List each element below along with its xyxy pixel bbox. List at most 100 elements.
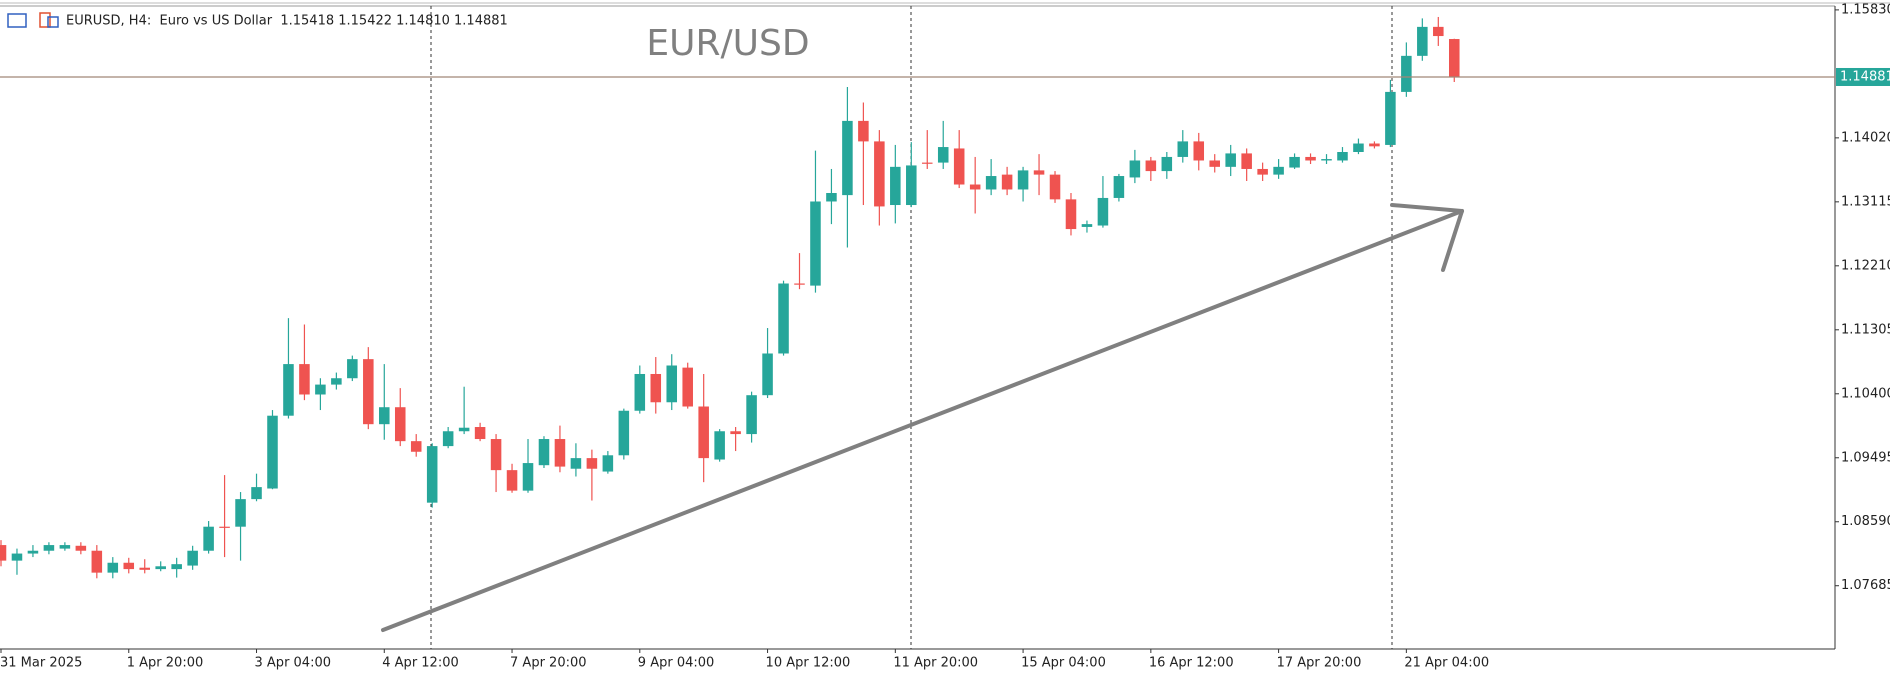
body: [1017, 170, 1029, 190]
body: [586, 458, 598, 469]
arrow-shaft: [381, 209, 1464, 632]
x-tick-label: 16 Apr 12:00: [1149, 656, 1234, 671]
trend-arrow: [381, 203, 1464, 632]
body: [1448, 39, 1460, 77]
body: [1241, 153, 1252, 169]
body: [1273, 166, 1284, 175]
y-tick-label: 1.10400: [1841, 386, 1890, 401]
body: [746, 395, 757, 435]
y-tick-label: 1.08590: [1841, 514, 1890, 529]
arrow-head: [1390, 203, 1464, 213]
y-tick-label: 1.13115: [1841, 194, 1890, 209]
body: [1113, 176, 1125, 198]
body: [123, 562, 135, 570]
body: [1433, 26, 1444, 37]
body: [251, 487, 262, 500]
body: [969, 184, 981, 190]
body: [426, 446, 438, 503]
body: [810, 201, 821, 286]
icons: [7, 12, 59, 28]
x-tick-label: 9 Apr 04:00: [638, 656, 715, 671]
body: [826, 193, 837, 202]
y-tick-label: 1.11305: [1841, 322, 1890, 337]
body: [985, 176, 997, 190]
y-tick-label: 1.07685: [1841, 578, 1890, 593]
x-tick-label: 7 Apr 20:00: [510, 656, 587, 671]
header: EURUSD, H4: Euro vs US Dollar 1.15418 1.…: [66, 14, 508, 29]
body: [1417, 26, 1428, 56]
body: [283, 364, 294, 416]
body: [1401, 55, 1412, 92]
body: [1369, 143, 1380, 147]
body: [219, 526, 230, 528]
body: [921, 162, 933, 164]
body: [650, 373, 662, 403]
body: [1209, 160, 1220, 167]
body: [890, 166, 901, 206]
body: [618, 410, 630, 456]
candles: [0, 16, 1460, 579]
body: [698, 406, 709, 459]
body: [75, 545, 87, 551]
body: [0, 545, 7, 561]
price-label-box: [1836, 67, 1890, 86]
price-label: 1.14881: [1840, 69, 1890, 84]
x-tick-label: 4 Apr 12:00: [382, 656, 459, 671]
body: [235, 499, 246, 527]
body: [203, 526, 214, 551]
body: [474, 427, 486, 440]
body: [714, 431, 725, 460]
body: [937, 147, 949, 163]
body: [139, 567, 151, 570]
body: [1161, 156, 1173, 172]
body: [666, 365, 678, 403]
x-tick-label: 3 Apr 04:00: [255, 656, 332, 671]
body: [1337, 151, 1348, 161]
body: [490, 439, 502, 471]
body: [107, 562, 119, 573]
body: [858, 120, 869, 142]
body: [1129, 160, 1141, 178]
body: [1001, 174, 1013, 190]
body: [394, 407, 406, 442]
body: [379, 407, 390, 425]
body: [1049, 174, 1061, 200]
arrow-head: [1441, 209, 1464, 272]
body: [570, 458, 582, 469]
body: [410, 441, 422, 452]
body: [1289, 156, 1300, 168]
body: [522, 463, 534, 491]
body: [778, 283, 789, 354]
icon: [39, 12, 51, 28]
body: [299, 364, 310, 395]
body: [538, 439, 550, 466]
body: [906, 165, 917, 206]
body: [1177, 141, 1189, 157]
body: [91, 550, 103, 573]
body: [1385, 91, 1396, 145]
body: [842, 120, 853, 196]
x-tick-label: 17 Apr 20:00: [1277, 656, 1362, 671]
x-tick-label: 15 Apr 04:00: [1021, 656, 1106, 671]
body: [1081, 224, 1093, 227]
body: [953, 148, 965, 185]
body: [1257, 168, 1268, 175]
separators: [430, 6, 1393, 649]
y-tick-label: 1.15830: [1841, 2, 1890, 17]
y-tick-label: 1.14020: [1841, 130, 1890, 145]
body: [1353, 143, 1364, 152]
body: [1097, 197, 1109, 226]
body: [794, 283, 805, 285]
y-tick-label: 1.12210: [1841, 258, 1890, 273]
body: [315, 384, 326, 395]
body: [554, 439, 566, 467]
body: [602, 455, 614, 472]
x-tick-label: 10 Apr 12:00: [766, 656, 851, 671]
body: [1305, 156, 1316, 161]
body: [331, 378, 342, 385]
body: [1145, 160, 1157, 172]
body: [171, 564, 182, 570]
body: [59, 545, 71, 549]
body: [43, 545, 55, 551]
